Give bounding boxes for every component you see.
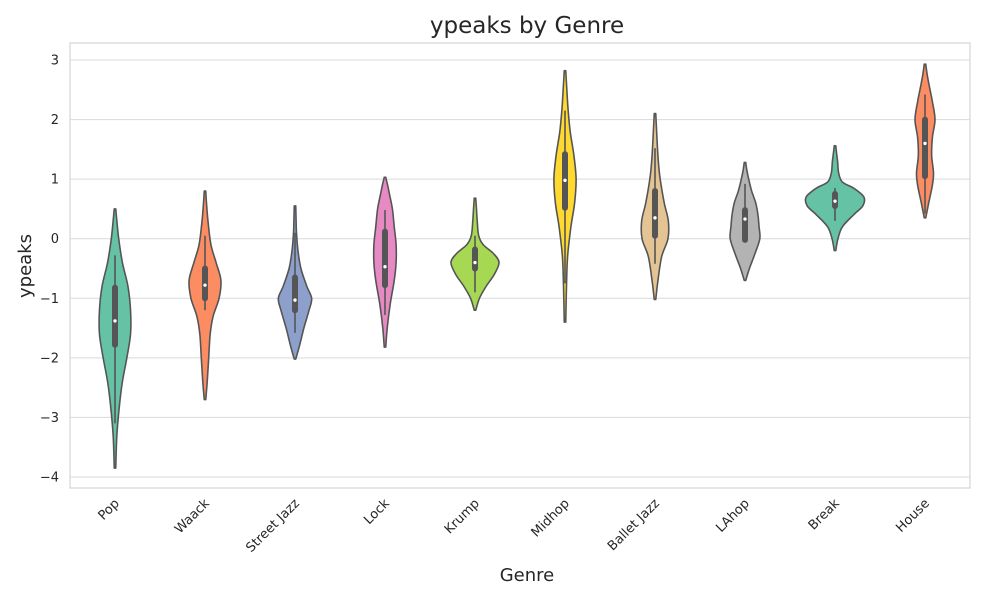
- y-tick-label: 2: [51, 113, 59, 128]
- plot-area: [69, 42, 971, 489]
- y-tick-label: −3: [40, 411, 59, 426]
- x-tick-label: Midhop: [529, 496, 573, 540]
- y-tick-label: 3: [51, 54, 59, 69]
- x-tick-label: House: [893, 496, 932, 535]
- y-tick-label: 0: [51, 232, 59, 247]
- violin-median-marker: [203, 283, 207, 287]
- violin-median-marker: [923, 141, 927, 146]
- y-tick-label: −4: [40, 471, 59, 486]
- x-tick-label: Street Jazz: [243, 496, 303, 556]
- violin-median-marker: [293, 298, 297, 302]
- violin-median-marker: [473, 260, 477, 265]
- x-tick-label: Break: [806, 496, 843, 533]
- x-tick-label: Ballet Jazz: [605, 496, 663, 554]
- y-tick-labels: 3 2 1 0 −1 −2 −3 −4: [40, 54, 59, 486]
- violin-median-marker: [653, 216, 657, 220]
- violin-median-marker: [743, 217, 747, 221]
- x-tick-label: LAhop: [713, 496, 753, 536]
- x-tick-label: Lock: [361, 496, 393, 528]
- x-tick-label: Krump: [442, 496, 483, 537]
- violin-median-marker: [113, 319, 117, 323]
- chart-title: ypeaks by Genre: [430, 13, 624, 39]
- x-tick-label: Pop: [96, 496, 123, 523]
- x-tick-labels: Pop Waack Street Jazz Lock Krump Midhop Ballet…: [96, 496, 933, 556]
- x-tick-label: Waack: [172, 496, 213, 537]
- y-tick-label: −1: [40, 292, 59, 307]
- y-axis-label: ypeaks: [15, 234, 36, 298]
- y-tick-label: 1: [51, 173, 59, 188]
- violin-median-marker: [833, 199, 837, 203]
- violins: [98, 63, 936, 469]
- y-tick-label: −2: [40, 351, 59, 366]
- x-axis-label: Genre: [500, 565, 555, 586]
- gridlines: [70, 59, 970, 478]
- violin-median-marker: [383, 265, 387, 269]
- violin-median-marker: [563, 178, 567, 183]
